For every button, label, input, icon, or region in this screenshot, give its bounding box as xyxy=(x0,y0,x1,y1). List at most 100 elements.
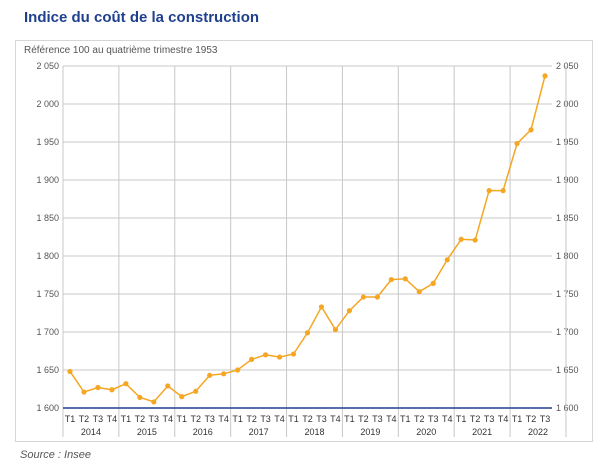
y-tick-label-right: 1 600 xyxy=(556,403,579,413)
source-note: Source : Insee xyxy=(20,449,91,461)
x-quarter-label: T3 xyxy=(260,414,271,424)
data-point xyxy=(262,352,269,358)
x-quarter-label: T1 xyxy=(400,414,411,424)
y-tick-label-left: 1 800 xyxy=(36,251,59,261)
y-tick-label-right: 1 750 xyxy=(556,289,579,299)
x-year-label: 2018 xyxy=(304,427,324,437)
x-year-label: 2022 xyxy=(528,427,548,437)
x-quarter-label: T3 xyxy=(540,414,551,424)
data-point xyxy=(235,367,241,373)
y-tick-label-left: 1 600 xyxy=(36,403,59,413)
x-year-label: 2019 xyxy=(360,427,380,437)
x-quarter-label: T4 xyxy=(498,414,509,424)
x-quarter-label: T4 xyxy=(330,414,341,424)
x-quarter-label: T2 xyxy=(470,414,481,424)
data-point xyxy=(514,140,520,147)
data-point xyxy=(528,127,534,133)
y-tick-label-left: 1 700 xyxy=(36,327,59,337)
x-quarter-label: T1 xyxy=(121,414,132,424)
x-year-label: 2021 xyxy=(472,427,492,437)
data-point xyxy=(304,330,311,336)
x-quarter-label: T1 xyxy=(65,414,76,424)
x-quarter-label: T3 xyxy=(316,414,327,424)
page-title: Indice du coût de la construction xyxy=(24,9,260,26)
y-tick-label-left: 1 650 xyxy=(36,365,59,375)
y-tick-label-right: 1 650 xyxy=(556,365,579,375)
x-quarter-label: T4 xyxy=(163,414,174,424)
x-quarter-label: T3 xyxy=(204,414,215,424)
x-quarter-label: T1 xyxy=(232,414,243,424)
x-quarter-label: T2 xyxy=(526,414,537,424)
x-year-label: 2015 xyxy=(137,427,157,437)
data-point xyxy=(67,368,73,375)
data-point xyxy=(151,399,157,405)
data-point xyxy=(137,394,143,400)
x-quarter-label: T3 xyxy=(93,414,104,424)
data-point xyxy=(416,289,422,295)
data-point xyxy=(360,294,366,300)
y-tick-label-left: 1 900 xyxy=(36,175,59,185)
y-tick-label-left: 1 950 xyxy=(36,137,59,147)
x-quarter-label: T2 xyxy=(135,414,146,424)
chart-panel xyxy=(15,40,593,442)
x-quarter-label: T1 xyxy=(344,414,355,424)
data-point xyxy=(346,308,353,314)
x-quarter-label: T1 xyxy=(512,414,523,424)
x-quarter-label: T3 xyxy=(149,414,160,424)
x-year-label: 2014 xyxy=(81,427,101,437)
y-tick-label-right: 1 800 xyxy=(556,251,579,261)
y-tick-label-left: 1 750 xyxy=(36,289,59,299)
data-point xyxy=(542,73,548,79)
y-tick-label-left: 2 050 xyxy=(36,61,59,71)
data-point xyxy=(221,371,227,377)
data-point xyxy=(388,276,394,283)
data-point xyxy=(486,188,492,194)
y-tick-label-left: 1 850 xyxy=(36,213,59,223)
x-quarter-label: T3 xyxy=(484,414,495,424)
y-tick-label-right: 2 000 xyxy=(556,99,579,109)
x-quarter-label: T2 xyxy=(358,414,369,424)
x-quarter-label: T1 xyxy=(288,414,299,424)
x-quarter-label: T3 xyxy=(372,414,383,424)
data-point xyxy=(472,237,478,243)
y-tick-label-right: 1 700 xyxy=(556,327,579,337)
data-point xyxy=(290,351,297,357)
chart-subtitle: Référence 100 au quatrième trimestre 195… xyxy=(24,45,218,56)
data-point xyxy=(193,388,199,394)
x-quarter-label: T1 xyxy=(176,414,187,424)
x-quarter-label: T2 xyxy=(302,414,313,424)
data-point xyxy=(276,354,283,360)
y-tick-label-right: 2 050 xyxy=(556,61,579,71)
data-point xyxy=(332,327,339,333)
data-point xyxy=(109,387,115,393)
data-point xyxy=(207,372,213,378)
x-quarter-label: T4 xyxy=(274,414,285,424)
data-point xyxy=(374,294,380,300)
data-point xyxy=(444,257,450,263)
data-point xyxy=(318,304,325,310)
data-point xyxy=(430,280,436,286)
y-tick-label-right: 1 850 xyxy=(556,213,579,223)
x-quarter-label: T4 xyxy=(218,414,229,424)
x-quarter-label: T1 xyxy=(456,414,467,424)
x-year-label: 2017 xyxy=(249,427,269,437)
data-point xyxy=(95,384,101,391)
data-point xyxy=(179,394,185,400)
y-tick-label-left: 2 000 xyxy=(36,99,59,109)
x-quarter-label: T2 xyxy=(246,414,257,424)
y-tick-label-right: 1 950 xyxy=(556,137,579,147)
x-quarter-label: T2 xyxy=(79,414,90,424)
x-quarter-label: T4 xyxy=(442,414,453,424)
data-point xyxy=(249,356,255,362)
data-point xyxy=(500,188,506,194)
x-quarter-label: T4 xyxy=(386,414,397,424)
data-point xyxy=(458,236,464,242)
data-point xyxy=(402,276,408,282)
x-year-label: 2020 xyxy=(416,427,436,437)
x-quarter-label: T2 xyxy=(414,414,425,424)
data-point xyxy=(81,389,87,395)
y-tick-label-right: 1 900 xyxy=(556,175,579,185)
x-quarter-label: T2 xyxy=(190,414,201,424)
x-year-label: 2016 xyxy=(193,427,213,437)
